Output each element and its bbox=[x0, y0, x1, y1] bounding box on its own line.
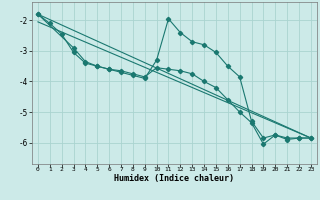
X-axis label: Humidex (Indice chaleur): Humidex (Indice chaleur) bbox=[115, 174, 234, 183]
